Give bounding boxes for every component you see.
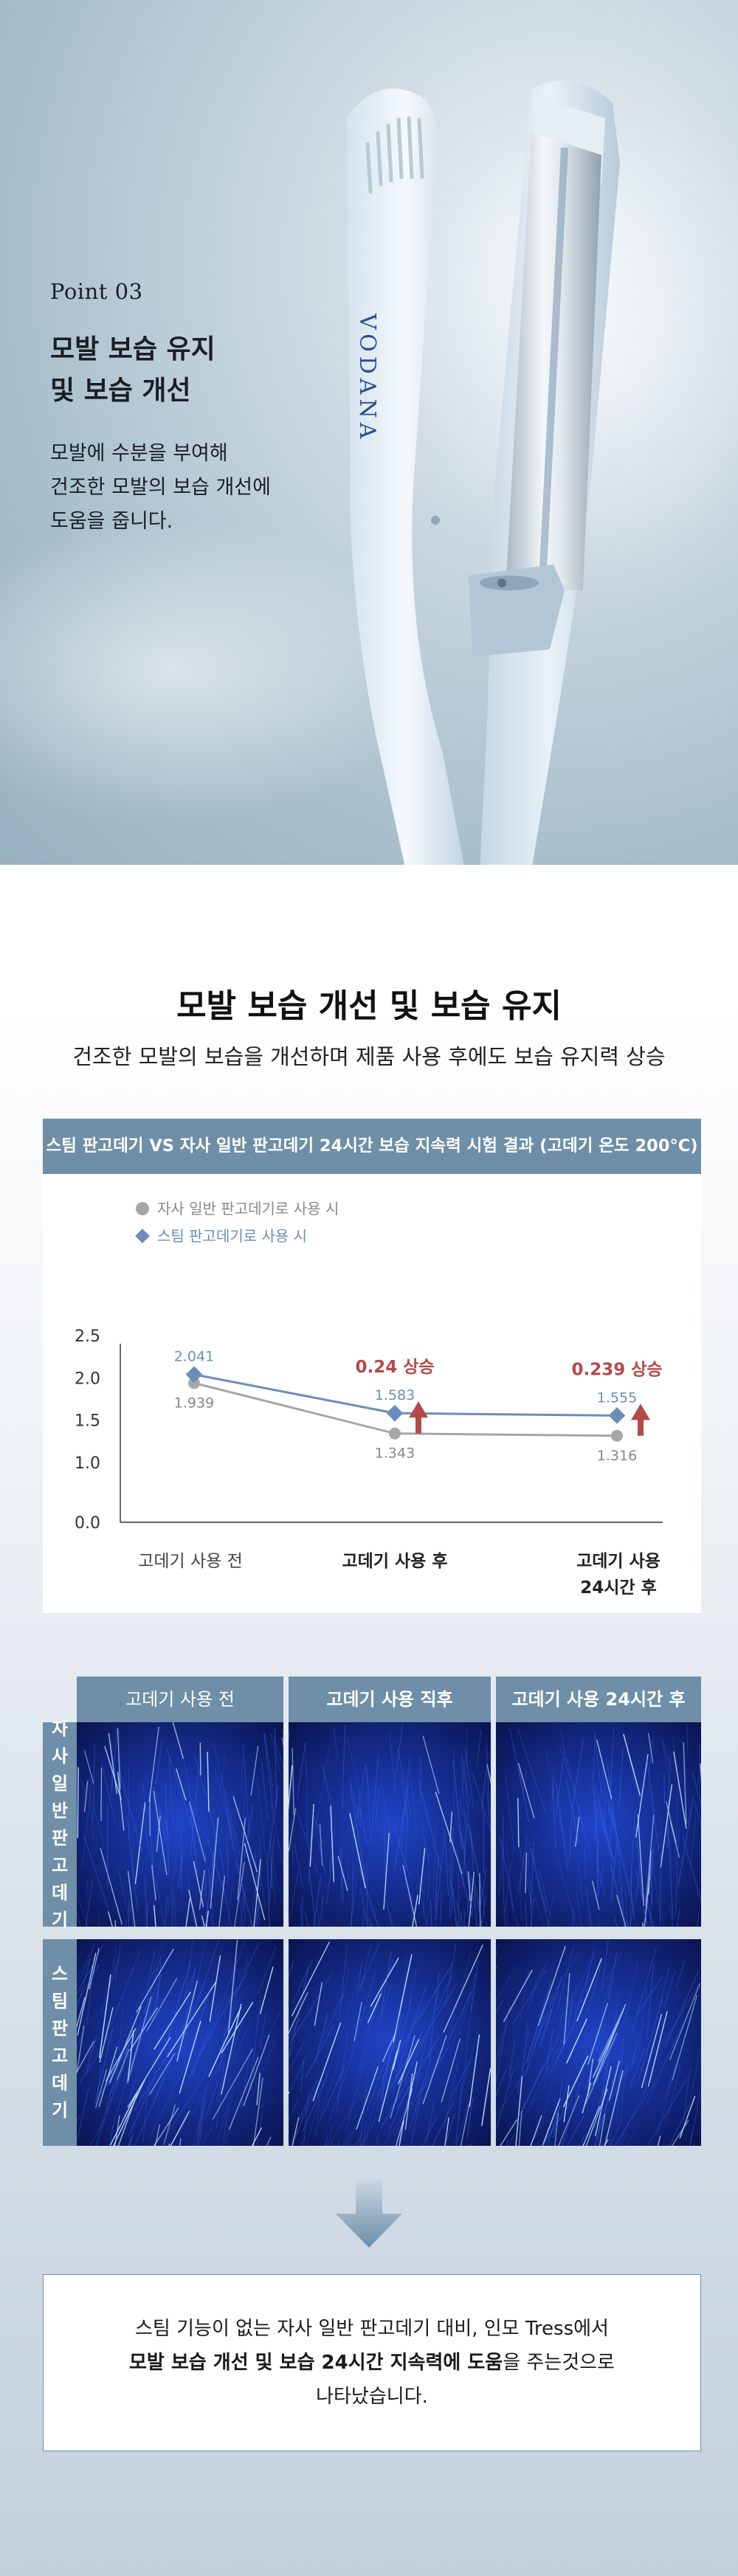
y-tick-label: 1.5 bbox=[75, 1412, 100, 1431]
x-tick-label: 24시간 후 bbox=[580, 1578, 657, 1598]
x-tick-label: 고데기 사용 전 bbox=[138, 1552, 243, 1571]
point-label: Point 03 bbox=[50, 279, 143, 304]
y-tick-label: 2.5 bbox=[75, 1327, 100, 1346]
legend-marker bbox=[136, 1202, 149, 1215]
row-header-char: 자 bbox=[51, 1718, 69, 1739]
row-header-char: 사 bbox=[51, 1745, 69, 1767]
increase-arrow-shaft bbox=[638, 1414, 644, 1436]
legend-label: 자사 일반 판고데기로 사용 시 bbox=[157, 1200, 339, 1218]
summary-box: 스팀 기능이 없는 자사 일반 판고데기 대비, 인모 Tress에서 모발 보… bbox=[43, 2274, 701, 2451]
increase-arrow-head bbox=[409, 1401, 428, 1418]
moisture-test-section: 모발 보습 개선 및 보습 유지 건조한 모발의 보습을 개선하며 제품 사용 … bbox=[0, 865, 738, 2576]
hero-section: VODANA Point 03 모발 보습 유지 및 보습 개선 모발에 수분을… bbox=[0, 0, 738, 865]
y-tick-label: 2.0 bbox=[75, 1370, 100, 1388]
brand-logo: VODANA bbox=[354, 313, 380, 443]
hair-moisture-image bbox=[496, 1722, 701, 1927]
row-header-char: 데 bbox=[51, 2073, 69, 2093]
row-header-char: 기 bbox=[51, 1909, 69, 1930]
data-label: 1.583 bbox=[375, 1387, 415, 1403]
increase-label: 0.239 상승 bbox=[571, 1360, 662, 1379]
row-header-char: 판 bbox=[51, 2018, 69, 2039]
hair-moisture-image bbox=[77, 1722, 283, 1927]
data-point bbox=[185, 1366, 203, 1383]
row-header-char: 스 bbox=[51, 1964, 69, 1984]
row-header-char: 일 bbox=[51, 1772, 69, 1794]
data-label: 1.316 bbox=[597, 1448, 637, 1464]
data-point bbox=[608, 1407, 626, 1424]
down-arrow-icon bbox=[336, 2180, 402, 2248]
increase-arrow-shaft bbox=[415, 1412, 421, 1434]
row-header-char: 팀 bbox=[51, 1991, 69, 2012]
x-tick-label: 고데기 사용 bbox=[576, 1552, 661, 1571]
section-subtitle: 건조한 모발의 보습을 개선하며 제품 사용 후에도 보습 유지력 상승 bbox=[72, 1044, 666, 1069]
section-title: 모발 보습 개선 및 보습 유지 bbox=[176, 987, 562, 1025]
summary-line: 스팀 기능이 없는 자사 일반 판고데기 대비, 인모 Tress에서 bbox=[135, 2318, 609, 2340]
hero-text: Point 03 모발 보습 유지 및 보습 개선 모발에 수분을 부여해 건조… bbox=[50, 279, 271, 539]
data-label: 1.343 bbox=[375, 1446, 415, 1462]
hero-title: 모발 보습 유지 및 보습 개선 bbox=[50, 334, 215, 406]
row-header-char: 반 bbox=[51, 1800, 69, 1821]
data-point bbox=[188, 1377, 200, 1389]
row-header-char: 데 bbox=[51, 1882, 69, 1903]
row-header-char: 고 bbox=[51, 1854, 69, 1876]
chart-card: 스팀 판고데기 VS 자사 일반 판고데기 24시간 보습 지속력 시험 결과 … bbox=[43, 1119, 701, 1613]
increase-label: 0.24 상승 bbox=[355, 1358, 434, 1377]
data-label: 2.041 bbox=[174, 1349, 214, 1365]
summary-line: 나타났습니다. bbox=[316, 2386, 428, 2408]
column-header: 고데기 사용 직후 bbox=[289, 1677, 491, 1722]
row-header-char: 기 bbox=[51, 2100, 69, 2121]
y-tick-label: 0.0 bbox=[75, 1514, 100, 1533]
hero-description: 모발에 수분을 부여해 건조한 모발의 보습 개선에 도움을 줍니다. bbox=[50, 442, 271, 533]
x-tick-label: 고데기 사용 후 bbox=[342, 1552, 448, 1571]
summary-line: 모발 보습 개선 및 보습 24시간 지속력에 도움을 주는것으로 bbox=[129, 2352, 615, 2374]
legend-marker bbox=[135, 1229, 150, 1243]
data-point bbox=[611, 1429, 623, 1442]
legend-label: 스팀 판고데기로 사용 시 bbox=[157, 1227, 307, 1245]
increase-arrow-head bbox=[631, 1403, 650, 1420]
column-header: 고데기 사용 24시간 후 bbox=[496, 1677, 701, 1722]
hair-moisture-image bbox=[77, 1939, 283, 2146]
column-header: 고데기 사용 전 bbox=[77, 1677, 283, 1722]
hair-moisture-image bbox=[289, 1939, 491, 2146]
chart-title: 스팀 판고데기 VS 자사 일반 판고데기 24시간 보습 지속력 시험 결과 … bbox=[43, 1119, 701, 1174]
data-label: 1.555 bbox=[597, 1389, 637, 1406]
y-tick-label: 1.0 bbox=[75, 1454, 100, 1473]
data-point bbox=[389, 1427, 401, 1440]
row-header-char: 판 bbox=[51, 1827, 69, 1848]
row-header-char: 고 bbox=[51, 2045, 69, 2066]
line-chart: 0.0 1.0 1.5 2.0 2.5 고데기 사용 전 고데기 사용 후 고데기 사용 24시… bbox=[75, 1200, 663, 1598]
data-label: 1.939 bbox=[174, 1395, 214, 1411]
hair-moisture-image bbox=[496, 1939, 701, 2146]
data-point bbox=[386, 1404, 404, 1422]
hair-moisture-image bbox=[289, 1722, 491, 1927]
hair-straightener-image: VODANA bbox=[347, 80, 620, 865]
